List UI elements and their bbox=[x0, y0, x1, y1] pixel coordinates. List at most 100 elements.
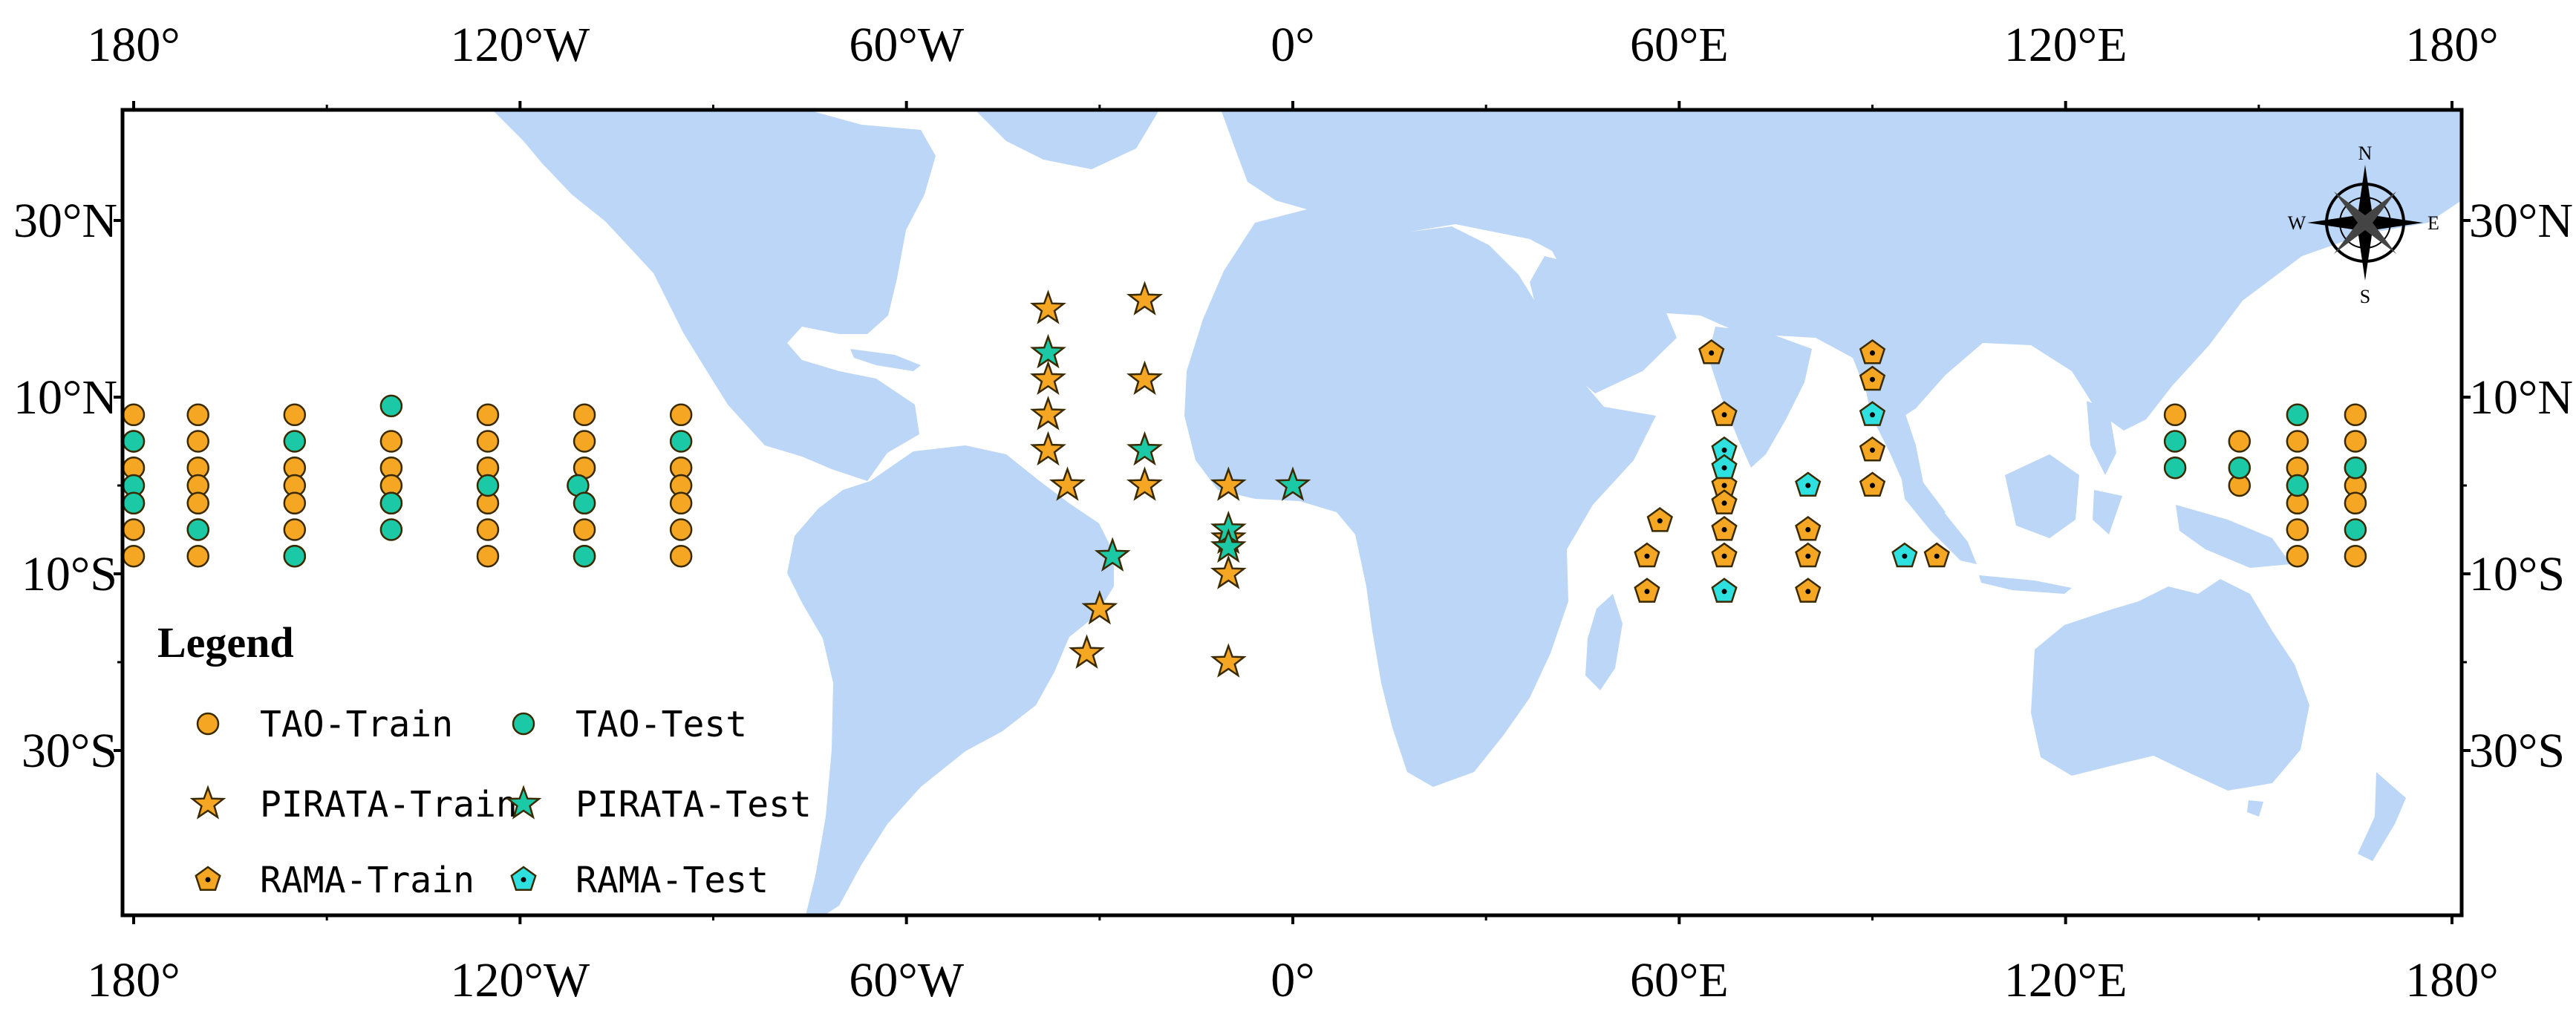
indian-subcontinent bbox=[1708, 327, 1812, 468]
rama-train-buoy bbox=[1859, 339, 1886, 364]
tao-test-buoy bbox=[2344, 456, 2367, 480]
tasmania-island bbox=[2247, 800, 2263, 817]
rama-test-buoy bbox=[1795, 471, 1822, 497]
tao-train-buoy bbox=[283, 518, 307, 541]
tao-train-buoy bbox=[186, 403, 209, 427]
tao-train-buoy bbox=[573, 430, 596, 453]
tao-train-buoy bbox=[283, 491, 307, 515]
pirata-train-buoy bbox=[1029, 396, 1066, 431]
right-tick-label: 30°S bbox=[2469, 724, 2565, 778]
cuba-island bbox=[850, 349, 921, 371]
pirata-test-buoy bbox=[1210, 528, 1247, 563]
tao-test-buoy bbox=[123, 491, 146, 515]
top-tick-label: 120°E bbox=[2004, 18, 2127, 72]
tao-test-buoy bbox=[573, 491, 596, 515]
tao-train-buoy bbox=[186, 544, 209, 568]
rama-test-buoy bbox=[1859, 401, 1886, 426]
south-america-landmass bbox=[787, 445, 1114, 915]
legend-item-label: PIRATA-Test bbox=[575, 784, 812, 825]
java-island bbox=[1979, 575, 2072, 594]
sumatra-island bbox=[1901, 475, 1977, 564]
pirata-train-buoy bbox=[1210, 555, 1247, 589]
tao-test-buoy bbox=[123, 430, 146, 453]
tao-train-buoy bbox=[669, 403, 693, 427]
pirata-train-buoy bbox=[1029, 360, 1066, 396]
tao-test-buoy bbox=[2286, 474, 2309, 497]
pirata-train-buoy bbox=[1081, 589, 1118, 625]
rama-train-buoy bbox=[1711, 515, 1738, 541]
pirata-test-buoy bbox=[1029, 333, 1066, 369]
right-tick-label: 30°N bbox=[2469, 194, 2573, 248]
tao-train-buoy bbox=[669, 544, 693, 568]
tao-test-buoy bbox=[2286, 403, 2309, 427]
buoy-markers bbox=[123, 281, 2367, 678]
top-tick-label: 180° bbox=[87, 18, 180, 72]
tao-train-buoy bbox=[2344, 430, 2367, 453]
rama-train-buoy bbox=[1923, 542, 1950, 568]
legend-marker-circle bbox=[196, 712, 220, 736]
tao-train-buoy bbox=[123, 518, 146, 541]
tao-train-buoy bbox=[2286, 518, 2309, 541]
tao-test-buoy bbox=[2163, 456, 2187, 480]
compass-needle-north bbox=[2358, 165, 2373, 223]
north-america-landmass bbox=[494, 111, 936, 481]
compass-label-e: E bbox=[2427, 212, 2439, 234]
europe-asia-landmass bbox=[1222, 111, 2462, 431]
legend-item-label: PIRATA-Train bbox=[260, 784, 518, 825]
tao-train-buoy bbox=[186, 491, 209, 515]
rama-train-buoy bbox=[1711, 401, 1738, 426]
legend-item: TAO-Test bbox=[512, 704, 747, 745]
tao-train-buoy bbox=[476, 430, 500, 453]
tao-train-buoy bbox=[186, 430, 209, 453]
rama-test-buoy bbox=[1711, 578, 1738, 603]
pirata-test-buoy bbox=[1094, 537, 1131, 572]
tao-train-buoy bbox=[476, 544, 500, 568]
tao-test-buoy bbox=[186, 518, 209, 541]
greenland-landmass bbox=[976, 111, 1158, 169]
tao-train-buoy bbox=[2286, 430, 2309, 453]
rama-train-buoy bbox=[1795, 542, 1822, 568]
tao-train-buoy bbox=[573, 403, 596, 427]
right-tick-label: 10°N bbox=[2469, 370, 2573, 425]
pirata-test-buoy bbox=[1274, 466, 1311, 501]
tao-train-buoy bbox=[379, 430, 403, 453]
rama-train-buoy bbox=[1859, 365, 1886, 391]
top-tick-label: 180° bbox=[2405, 18, 2498, 72]
compass-rose: N S E W bbox=[2288, 143, 2439, 307]
bottom-tick-label: 60°E bbox=[1630, 953, 1729, 1007]
top-tick-label: 60°E bbox=[1630, 18, 1729, 72]
tao-test-buoy bbox=[283, 430, 307, 453]
tao-test-buoy bbox=[476, 474, 500, 497]
pirata-train-buoy bbox=[1126, 281, 1164, 315]
tao-train-buoy bbox=[2228, 430, 2251, 453]
compass-diagonal-sw bbox=[2334, 223, 2365, 254]
tao-train-buoy bbox=[2344, 544, 2367, 568]
tao-test-buoy bbox=[379, 491, 403, 515]
tao-test-buoy bbox=[2228, 456, 2251, 480]
left-tick-label: 10°N bbox=[13, 370, 117, 425]
compass-diagonal-nw bbox=[2334, 192, 2365, 223]
compass-label-w: W bbox=[2288, 212, 2306, 234]
pirata-train-buoy bbox=[1210, 466, 1247, 501]
tao-test-buoy bbox=[283, 544, 307, 568]
tao-train-buoy bbox=[476, 403, 500, 427]
land-masses bbox=[494, 111, 2462, 915]
tao-test-buoy bbox=[2344, 518, 2367, 541]
rama-train-buoy bbox=[1646, 507, 1673, 532]
rama-train-buoy bbox=[1859, 436, 1886, 462]
tao-train-buoy bbox=[123, 544, 146, 568]
right-tick-label: 10°S bbox=[2469, 547, 2565, 601]
tao-test-buoy bbox=[669, 430, 693, 453]
compass-diagonal-se bbox=[2365, 223, 2396, 254]
africa-landmass bbox=[1184, 209, 1656, 787]
tao-train-buoy bbox=[123, 403, 146, 427]
tao-train-buoy bbox=[2344, 491, 2367, 515]
pirata-test-buoy bbox=[1126, 431, 1164, 466]
legend-item: PIRATA-Train bbox=[189, 784, 518, 825]
bottom-tick-label: 120°E bbox=[2004, 953, 2127, 1007]
pirata-train-buoy bbox=[1049, 466, 1086, 501]
rama-train-buoy bbox=[1795, 578, 1822, 603]
rama-train-buoy bbox=[1859, 471, 1886, 497]
sulawesi-island bbox=[2093, 490, 2122, 534]
